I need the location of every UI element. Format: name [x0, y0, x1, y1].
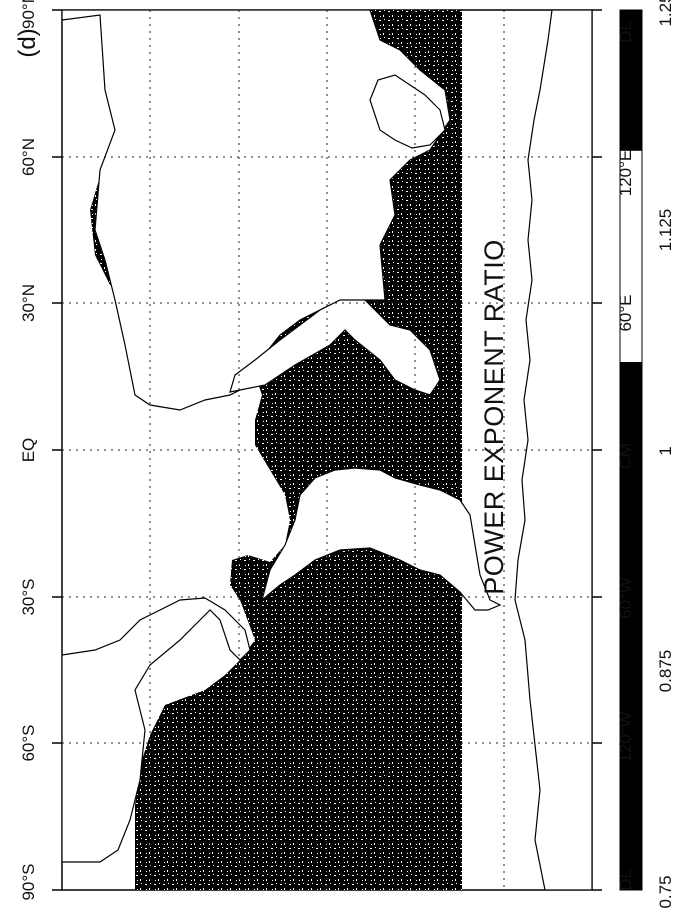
africa: [229, 299, 441, 396]
colorbar-border: [619, 9, 643, 891]
colorbar-segment-1: [620, 150, 642, 362]
south-america: [260, 467, 502, 611]
australia: [369, 74, 446, 149]
colorbar: [619, 9, 643, 891]
colorbar-tick-1.125: 1.125: [656, 208, 675, 252]
chart-title: POWER EXPONENT RATIO: [479, 239, 509, 595]
lon-label-dl-left: DL: [616, 869, 635, 891]
lat-label-60s: 60°S: [19, 724, 38, 762]
colorbar-tick-0.875: 0.875: [656, 649, 675, 693]
lat-label-eq: EQ: [19, 437, 38, 463]
lon-label-60e: 60°E: [616, 294, 635, 332]
lon-label-120w: 120°W: [616, 711, 635, 763]
axis-ticks: [52, 9, 602, 891]
lon-label-cm: CM: [616, 442, 635, 470]
lon-label-120e: 120°E: [616, 149, 635, 197]
lat-label-60n: 60°N: [19, 138, 38, 176]
graticule: [62, 10, 592, 890]
lat-label-30n: 30°N: [19, 284, 38, 322]
eurasia: [62, 10, 451, 411]
colorbar-tick-1.25: 1.25: [656, 0, 675, 27]
colorbar-segment-2: [620, 10, 642, 151]
colorbar-tick-0.75: 0.75: [656, 875, 675, 909]
lat-label-90s: 90°S: [19, 863, 38, 901]
lon-label-dl-right: DL: [616, 21, 635, 43]
lat-label-30s: 30°S: [19, 578, 38, 616]
colorbar-tick-1: 1: [656, 446, 675, 456]
lon-label-60w: 60°W: [616, 577, 635, 619]
colorbar-segment-0: [620, 362, 642, 890]
lat-label-90n: 90°N: [19, 0, 38, 29]
north-america: [62, 597, 251, 863]
